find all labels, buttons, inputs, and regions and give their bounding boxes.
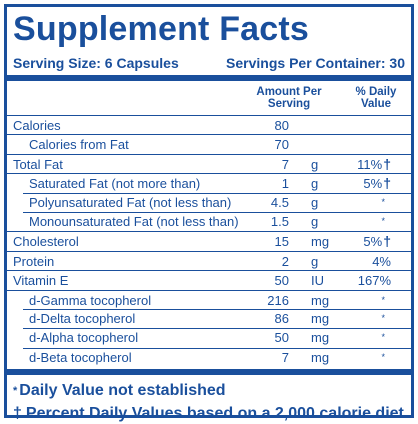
nutrient-unit: g — [311, 156, 319, 172]
daily-value-text: 167% — [357, 273, 391, 289]
nutrient-row: Total Fat 7 g 11%† — [7, 153, 411, 174]
nutrient-name: Total Fat — [13, 156, 63, 172]
nutrient-amount: 7 — [281, 349, 289, 365]
nutrient-row: Cholesterol 15 mg 5%† — [7, 231, 411, 250]
nutrient-name: Protein — [13, 253, 55, 269]
nutrient-name: Calories — [13, 118, 61, 133]
daily-value-text: * — [381, 351, 385, 362]
nutrient-daily-value: * — [325, 309, 385, 328]
nutrient-daily-value: * — [325, 348, 385, 367]
daily-value-text: 11% — [357, 156, 383, 172]
nutrient-unit: mg — [311, 330, 330, 346]
nutrient-row: d-Alpha tocopherol 50 mg * — [7, 328, 411, 347]
dagger-mark: † — [383, 155, 391, 172]
nutrient-unit: g — [311, 253, 319, 269]
nutrient-daily-value: * — [325, 328, 385, 347]
daily-value-text: * — [381, 196, 385, 207]
dv-header-line2: Value — [360, 98, 392, 110]
nutrient-unit: mg — [311, 234, 330, 250]
daily-value-text: * — [381, 332, 385, 343]
daily-value-text: * — [381, 294, 385, 305]
nutrient-unit: mg — [311, 292, 330, 308]
serving-info: Serving Size: 6 Capsules Servings Per Co… — [7, 49, 411, 75]
daily-value-text: 4% — [372, 253, 391, 269]
daily-value-text: 5% — [363, 176, 383, 192]
dagger-mark: † — [383, 175, 391, 192]
nutrient-unit: mg — [311, 310, 330, 326]
footer-divider — [7, 369, 411, 376]
serving-size: Serving Size: 6 Capsules — [13, 55, 179, 71]
panel-title: Supplement Facts — [13, 10, 310, 48]
nutrient-row: Protein 2 g 4% — [7, 250, 411, 271]
nutrient-amount: 50 — [274, 273, 289, 289]
nutrient-row: Calories from Fat 70 — [7, 134, 411, 153]
nutrient-amount: 216 — [267, 292, 289, 308]
nutrient-unit: g — [311, 194, 319, 210]
nutrient-amount: 4.5 — [270, 194, 289, 210]
nutrient-name: d-Gamma tocopherol — [29, 292, 152, 308]
nutrient-rows: Calories 80 Calories from Fat 70 Total Fat 7 g… — [7, 115, 411, 367]
nutrient-amount: 1 — [281, 176, 289, 192]
daily-value-header: % Daily Value — [345, 86, 407, 110]
nutrient-amount: 50 — [274, 330, 289, 346]
dagger-mark: † — [383, 233, 391, 250]
nutrient-name: Monounsaturated Fat (not less than) — [29, 213, 239, 229]
nutrient-daily-value: 4% — [331, 252, 391, 271]
nutrient-name: Polyunsaturated Fat (not less than) — [29, 194, 232, 210]
nutrient-row: d-Delta tocopherol 86 mg * — [7, 308, 411, 328]
nutrient-amount: 80 — [274, 118, 289, 133]
nutrient-name: Vitamin E — [13, 273, 69, 289]
amount-header-line1: Amount Per — [256, 86, 322, 98]
nutrient-daily-value: * — [325, 212, 385, 231]
amount-header-line2: Serving — [267, 98, 311, 110]
nutrient-unit: mg — [311, 349, 330, 365]
nutrient-unit: g — [311, 213, 319, 229]
nutrient-row: Monounsaturated Fat (not less than) 1.5 g * — [7, 211, 411, 231]
thick-divider — [7, 75, 411, 81]
nutrient-daily-value: * — [325, 193, 385, 212]
daily-value-text: 5% — [363, 234, 383, 250]
nutrient-daily-value: 11%† — [331, 155, 391, 174]
nutrient-unit: g — [311, 176, 319, 192]
dv-header-line1: % Daily — [355, 86, 397, 98]
nutrient-amount: 7 — [281, 156, 289, 172]
nutrient-name: d-Delta tocopherol — [29, 310, 136, 326]
nutrient-amount: 70 — [274, 137, 289, 153]
nutrient-daily-value: * — [325, 291, 385, 310]
nutrient-row: Vitamin E 50 IU 167% — [7, 270, 411, 289]
column-header: Amount Per Serving % Daily Value — [7, 81, 411, 115]
nutrient-daily-value: 5%† — [331, 174, 391, 193]
nutrient-name: d-Beta tocopherol — [29, 349, 132, 365]
nutrient-amount: 86 — [274, 310, 289, 326]
footnote-dagger: † Percent Daily Values based on a 2,000 c… — [7, 404, 411, 424]
nutrient-daily-value: 5%† — [331, 232, 391, 251]
daily-value-text: * — [381, 215, 385, 226]
nutrient-row: Calories 80 — [7, 115, 411, 134]
star-symbol: * — [13, 385, 18, 398]
nutrient-amount: 15 — [274, 234, 289, 250]
nutrient-amount: 2 — [281, 253, 289, 269]
nutrient-amount: 1.5 — [270, 213, 289, 229]
dagger-symbol: † — [13, 405, 22, 423]
nutrient-daily-value: 167% — [331, 271, 391, 290]
star-text: Daily Value not established — [19, 382, 226, 400]
nutrient-row: Saturated Fat (not more than) 1 g 5%† — [7, 173, 411, 192]
servings-per-container: Servings Per Container: 30 — [226, 55, 405, 71]
nutrient-row: d-Gamma tocopherol 216 mg * — [7, 289, 411, 310]
nutrient-name: Calories from Fat — [29, 137, 129, 153]
nutrient-row: Polyunsaturated Fat (not less than) 4.5 g * — [7, 192, 411, 212]
nutrient-row: d-Beta tocopherol 7 mg * — [7, 347, 411, 367]
supplement-facts-panel: Supplement Facts Serving Size: 6 Capsule… — [4, 4, 414, 422]
nutrient-unit: IU — [311, 273, 324, 289]
amount-header: Amount Per Serving — [251, 86, 327, 110]
nutrient-name: Cholesterol — [13, 234, 79, 250]
nutrient-name: Saturated Fat (not more than) — [29, 176, 201, 192]
dagger-text: Percent Daily Values based on a 2,000 ca… — [25, 405, 404, 423]
nutrient-name: d-Alpha tocopherol — [29, 330, 139, 346]
footnote-star: * Daily Value not established — [7, 381, 411, 401]
daily-value-text: * — [381, 312, 385, 323]
